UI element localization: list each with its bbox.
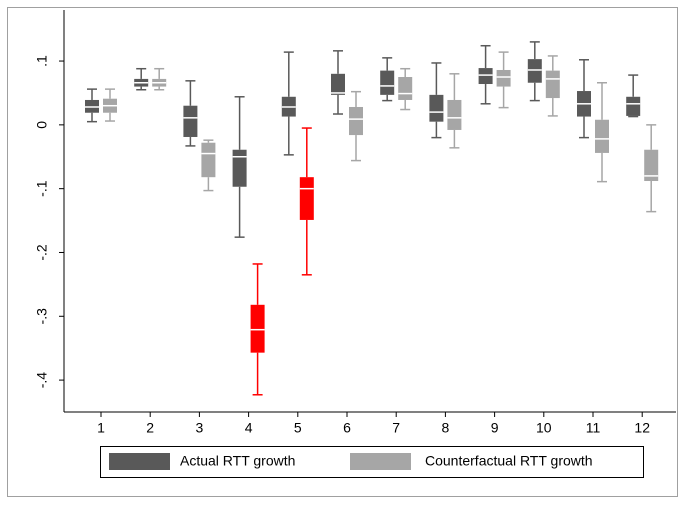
box <box>380 70 395 95</box>
box <box>349 106 363 136</box>
x-tick-label: 5 <box>294 420 302 436</box>
box <box>644 149 659 182</box>
box <box>250 304 265 353</box>
x-tick-label: 1 <box>97 420 105 436</box>
x-tick-label: 8 <box>442 420 450 436</box>
x-tick-label: 9 <box>491 420 499 436</box>
y-tick-label: 0 <box>34 121 50 129</box>
x-tick-label: 4 <box>245 420 253 436</box>
y-tick-label: -.2 <box>34 244 50 261</box>
box <box>398 77 413 100</box>
x-tick-label: 7 <box>392 420 400 436</box>
box <box>299 177 314 220</box>
y-tick-label: -.1 <box>34 180 50 197</box>
y-tick-label: -.4 <box>34 372 50 389</box>
legend-label: Actual RTT growth <box>180 453 295 469</box>
box <box>183 105 198 137</box>
box <box>331 73 345 95</box>
box <box>429 94 444 122</box>
box <box>478 68 493 85</box>
box <box>527 59 542 83</box>
legend-swatch <box>350 453 411 470</box>
box <box>595 119 609 153</box>
x-tick-label: 2 <box>146 420 154 436</box>
legend-label: Counterfactual RTT growth <box>425 453 593 469</box>
box <box>201 142 216 178</box>
box <box>232 149 247 187</box>
box <box>545 70 560 99</box>
x-tick-label: 6 <box>343 420 351 436</box>
x-tick-label: 3 <box>196 420 204 436</box>
x-tick-label: 11 <box>586 420 601 436</box>
box <box>626 96 641 116</box>
x-tick-label: 10 <box>536 420 552 436</box>
y-tick-label: -.3 <box>34 308 50 325</box>
y-tick-label: .1 <box>34 55 50 67</box>
legend-swatch <box>109 453 170 470</box>
box <box>496 69 511 87</box>
x-tick-label: 12 <box>634 420 650 436</box>
box <box>447 99 462 130</box>
